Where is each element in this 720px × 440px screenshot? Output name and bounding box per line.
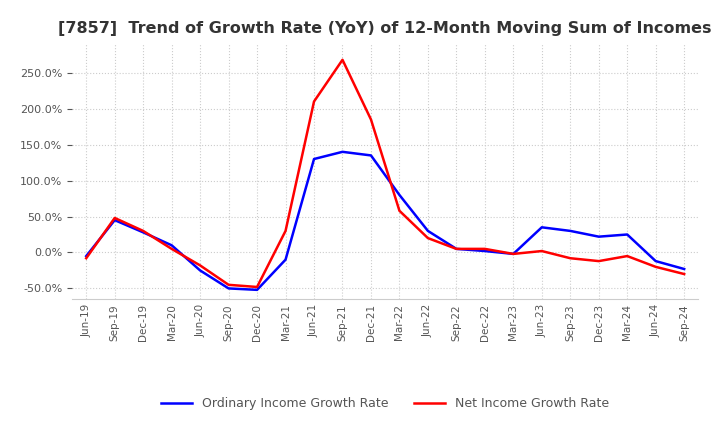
Ordinary Income Growth Rate [509,251,518,257]
Net Income Growth Rate [225,282,233,287]
Net Income Growth Rate [680,271,688,277]
Ordinary Income Growth Rate [366,153,375,158]
Ordinary Income Growth Rate [652,258,660,264]
Net Income Growth Rate [366,117,375,122]
Net Income Growth Rate [509,251,518,257]
Ordinary Income Growth Rate [395,192,404,198]
Net Income Growth Rate [110,215,119,220]
Ordinary Income Growth Rate [225,286,233,291]
Net Income Growth Rate [566,256,575,261]
Ordinary Income Growth Rate [623,232,631,237]
Ordinary Income Growth Rate [680,266,688,271]
Net Income Growth Rate [623,253,631,259]
Line: Ordinary Income Growth Rate: Ordinary Income Growth Rate [86,152,684,290]
Net Income Growth Rate [253,284,261,290]
Title: [7857]  Trend of Growth Rate (YoY) of 12-Month Moving Sum of Incomes: [7857] Trend of Growth Rate (YoY) of 12-… [58,21,712,36]
Net Income Growth Rate [338,57,347,62]
Net Income Growth Rate [480,246,489,252]
Ordinary Income Growth Rate [110,217,119,223]
Ordinary Income Growth Rate [82,253,91,259]
Ordinary Income Growth Rate [253,287,261,293]
Ordinary Income Growth Rate [310,156,318,161]
Net Income Growth Rate [139,228,148,234]
Net Income Growth Rate [196,263,204,268]
Net Income Growth Rate [452,246,461,252]
Net Income Growth Rate [652,264,660,269]
Ordinary Income Growth Rate [595,234,603,239]
Net Income Growth Rate [282,228,290,234]
Net Income Growth Rate [537,249,546,254]
Net Income Growth Rate [82,256,91,261]
Legend: Ordinary Income Growth Rate, Net Income Growth Rate: Ordinary Income Growth Rate, Net Income … [156,392,614,415]
Ordinary Income Growth Rate [566,228,575,234]
Ordinary Income Growth Rate [338,149,347,154]
Ordinary Income Growth Rate [452,246,461,252]
Ordinary Income Growth Rate [139,230,148,235]
Net Income Growth Rate [167,246,176,252]
Net Income Growth Rate [395,208,404,213]
Ordinary Income Growth Rate [282,257,290,262]
Net Income Growth Rate [595,258,603,264]
Ordinary Income Growth Rate [537,225,546,230]
Net Income Growth Rate [310,99,318,104]
Ordinary Income Growth Rate [480,249,489,254]
Net Income Growth Rate [423,235,432,241]
Ordinary Income Growth Rate [196,268,204,273]
Ordinary Income Growth Rate [423,228,432,234]
Line: Net Income Growth Rate: Net Income Growth Rate [86,60,684,287]
Ordinary Income Growth Rate [167,242,176,248]
